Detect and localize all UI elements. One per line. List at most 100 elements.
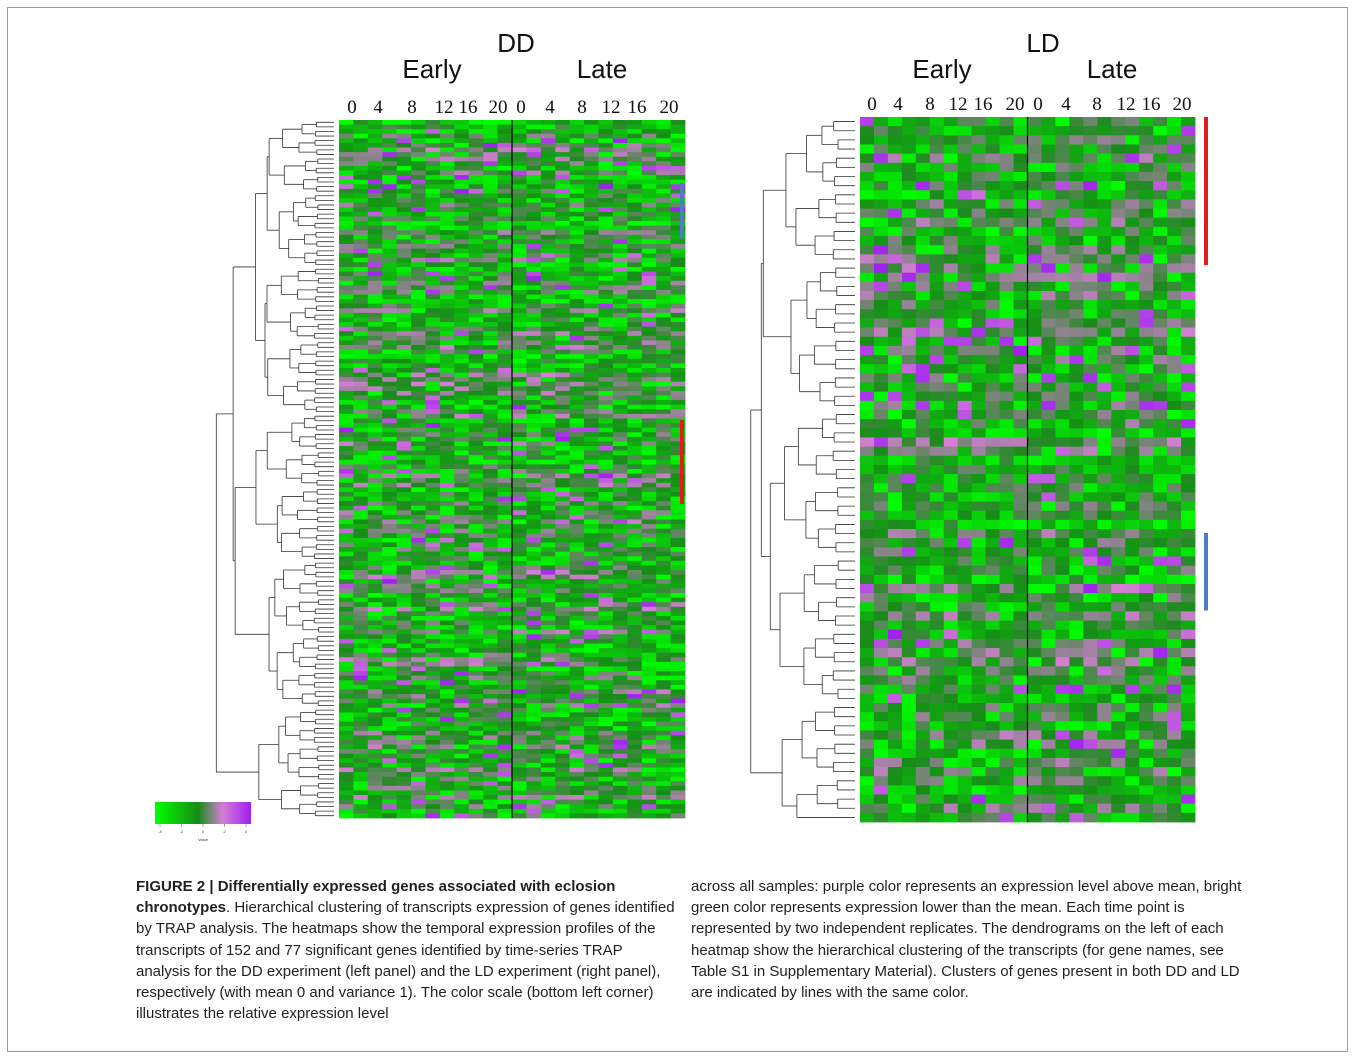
heatmap-cell: [999, 254, 1014, 264]
dd-heatmap: [339, 120, 686, 819]
heatmap-cell: [612, 583, 628, 589]
heatmap-cell: [526, 615, 542, 621]
heatmap-cell: [1181, 345, 1196, 356]
heatmap-cell: [584, 795, 599, 801]
heatmap-cell: [929, 135, 945, 145]
heatmap-cell: [901, 217, 917, 228]
heatmap-cell: [915, 199, 931, 209]
heatmap-cell: [425, 634, 441, 640]
heatmap-cell: [468, 574, 484, 580]
heatmap-cell: [497, 739, 513, 745]
heatmap-cell: [497, 698, 513, 704]
heatmap-cell: [670, 413, 686, 419]
heatmap-cell: [598, 354, 614, 360]
heatmap-cell: [569, 243, 585, 249]
heatmap-cell: [339, 547, 354, 553]
heatmap-cell: [411, 129, 426, 135]
heatmap-cell: [598, 308, 614, 314]
heatmap-cell: [1153, 171, 1168, 182]
heatmap-cell: [439, 133, 455, 139]
heatmap-cell: [339, 179, 354, 185]
heatmap-cell: [497, 643, 513, 649]
heatmap-cell: [584, 280, 599, 286]
heatmap-cell: [985, 281, 1000, 292]
heatmap-cell: [612, 510, 628, 516]
heatmap-cell: [382, 469, 398, 474]
heatmap-cell: [1097, 190, 1112, 200]
heatmap-cell: [670, 510, 686, 516]
heatmap-cell: [396, 808, 412, 814]
heatmap-cell: [411, 152, 426, 158]
heatmap-cell: [641, 597, 657, 603]
heatmap-cell: [425, 409, 441, 415]
heatmap-cell: [612, 588, 628, 594]
heatmap-cell: [656, 234, 671, 240]
heatmap-cell: [612, 322, 628, 328]
heatmap-cell: [339, 629, 354, 635]
heatmap-cell: [526, 602, 542, 608]
heatmap-cell: [929, 144, 945, 155]
heatmap-cell: [367, 188, 383, 194]
heatmap-cell: [353, 138, 369, 144]
heatmap-cell: [670, 551, 686, 557]
heatmap-cell: [873, 245, 889, 255]
heatmap-cell: [873, 226, 889, 237]
heatmap-cell: [584, 762, 599, 768]
heatmap-cell: [540, 441, 556, 447]
heatmap-cell: [555, 170, 571, 176]
heatmap-cell: [540, 175, 556, 181]
heatmap-cell: [497, 542, 513, 548]
heatmap-cell: [641, 349, 657, 355]
heatmap-cell: [382, 533, 398, 539]
heatmap-cell: [598, 331, 614, 337]
heatmap-cell: [873, 162, 889, 173]
heatmap-cell: [367, 299, 383, 305]
heatmap-cell: [439, 129, 455, 135]
heatmap-cell: [382, 795, 398, 801]
heatmap-cell: [1041, 171, 1056, 182]
heatmap-cell: [656, 638, 671, 644]
heatmap-cell: [483, 735, 498, 741]
heatmap-cell: [526, 377, 542, 383]
heatmap-cell: [584, 386, 599, 392]
heatmap-cell: [612, 643, 628, 649]
heatmap-cell: [353, 767, 369, 773]
heatmap-cell: [627, 537, 643, 543]
heatmap-cell: [929, 190, 945, 200]
heatmap-cell: [887, 263, 903, 274]
heatmap-cell: [887, 144, 903, 155]
heatmap-cell: [598, 455, 614, 461]
heatmap-cell: [512, 349, 527, 355]
heatmap-cell: [425, 280, 441, 286]
heatmap-cell: [512, 473, 527, 479]
heatmap-cell: [526, 276, 542, 282]
heatmap-cell: [627, 395, 643, 401]
heatmap-cell: [454, 661, 470, 667]
heatmap-cell: [367, 409, 383, 415]
heatmap-cell: [339, 524, 354, 530]
heatmap-cell: [584, 799, 599, 805]
heatmap-cell: [598, 528, 614, 534]
heatmap-cell: [468, 744, 484, 750]
heatmap-cell: [425, 478, 441, 484]
heatmap-cell: [569, 583, 585, 589]
heatmap-cell: [598, 266, 614, 272]
heatmap-cell: [425, 147, 441, 153]
heatmap-cell: [641, 694, 657, 699]
heatmap-cell: [512, 758, 527, 764]
heatmap-cell: [656, 345, 671, 350]
heatmap-cell: [454, 730, 470, 736]
heatmap-cell: [396, 643, 412, 649]
heatmap-cell: [943, 217, 959, 228]
heatmap-cell: [483, 436, 498, 442]
heatmap-cell: [353, 335, 369, 341]
heatmap-cell: [353, 459, 369, 465]
heatmap-cell: [439, 533, 455, 539]
heatmap-cell: [999, 226, 1014, 237]
heatmap-cell: [497, 579, 513, 585]
heatmap-cell: [540, 179, 556, 185]
heatmap-cell: [1125, 144, 1140, 155]
heatmap-cell: [353, 790, 369, 796]
heatmap-cell: [584, 671, 599, 677]
heatmap-cell: [468, 207, 484, 213]
